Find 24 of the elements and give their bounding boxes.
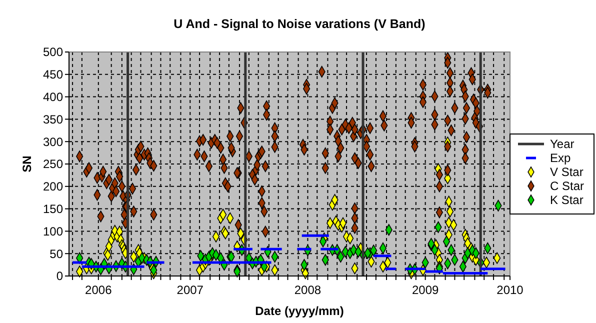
y-axis-title: SN	[20, 156, 34, 172]
x-tick-label: 2006	[85, 283, 112, 297]
y-tick-label: 200	[42, 180, 64, 194]
x-axis-title: Date (yyyy/mm)	[255, 304, 344, 318]
legend-label: Year	[550, 137, 574, 152]
y-tick-label: 250	[42, 157, 64, 172]
legend-label: Exp	[550, 151, 572, 166]
x-tick-label: 2008	[294, 283, 322, 297]
y-tick-label: 300	[42, 134, 64, 149]
legend-label: K Star	[550, 193, 584, 208]
x-tick-label: 2010	[496, 283, 524, 297]
y-tick-label: 450	[42, 68, 64, 82]
x-tick-label: 2007	[176, 283, 204, 297]
y-tick-label: 150	[42, 202, 64, 216]
y-tick-label: 100	[42, 224, 64, 238]
x-tick-label: 2009	[412, 283, 439, 297]
legend-label: C Star	[550, 179, 584, 194]
y-tick-label: 0	[56, 269, 64, 284]
legend-label: V Star	[550, 165, 584, 180]
y-tick-label: 500	[42, 45, 64, 60]
y-tick-label: 50	[50, 246, 64, 261]
chart-title: U And - Signal to Noise varations (V Band)	[174, 17, 426, 31]
y-tick-label: 350	[42, 112, 64, 126]
y-tick-label: 400	[42, 90, 64, 104]
